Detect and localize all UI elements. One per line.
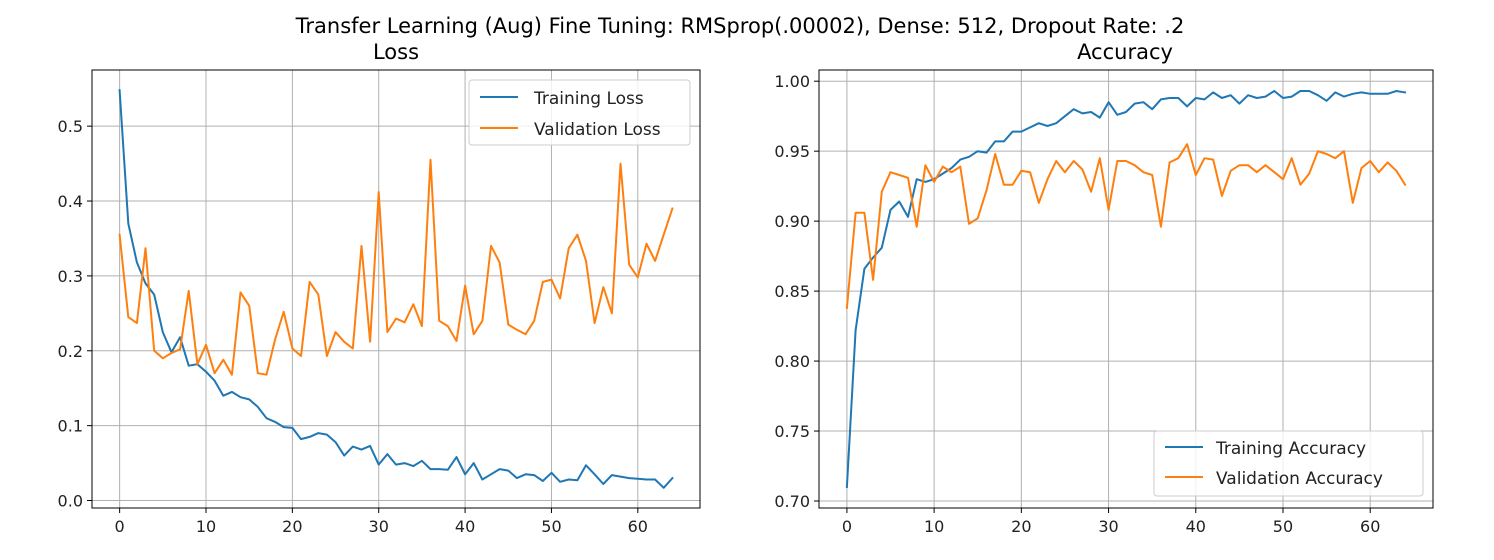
accuracy-axes-frame [818, 69, 1434, 509]
loss-y-tick-label: 0.0 [58, 492, 83, 511]
accuracy-series [845, 90, 1407, 489]
accuracy-x-tick-label: 30 [1098, 517, 1118, 536]
loss-x-tick-label: 20 [282, 517, 302, 536]
loss-x-tick-label: 60 [628, 517, 648, 536]
accuracy-chart-title: Accuracy [1077, 40, 1173, 64]
accuracy-legend-box [1153, 430, 1424, 497]
accuracy-x-tick-label: 50 [1273, 517, 1293, 536]
loss-series-training-line [118, 89, 674, 489]
loss-y-tick-label: 0.2 [58, 342, 83, 361]
accuracy-legend: Training Accuracy Validation Accuracy [1153, 430, 1424, 497]
accuracy-y-tick-label: 1.00 [774, 72, 810, 91]
accuracy-x-tick-label: 40 [1186, 517, 1206, 536]
loss-axes-frame [91, 69, 701, 509]
accuracy-chart: Accuracy 0 10 20 30 40 50 60 0.70 0.75 0.80 0.85 0.… [774, 40, 1434, 536]
accuracy-y-tick-label: 0.75 [774, 422, 810, 441]
accuracy-x-tick-label: 0 [842, 517, 852, 536]
loss-x-tick-label: 0 [115, 517, 125, 536]
accuracy-series-validation-line [845, 143, 1407, 309]
loss-y-tick-label: 0.4 [58, 192, 83, 211]
accuracy-y-tick-label: 0.80 [774, 352, 810, 371]
loss-x-tick-label: 50 [541, 517, 561, 536]
loss-y-tick-label: 0.3 [58, 267, 83, 286]
loss-y-tick-label: 0.5 [58, 117, 83, 136]
loss-x-tick-label: 40 [455, 517, 475, 536]
accuracy-y-tick-label: 0.95 [774, 142, 810, 161]
loss-ticks: 0 10 20 30 40 50 60 0.0 0.1 0.2 0.3 0.4 0.5 [58, 117, 648, 536]
accuracy-x-tick-label: 20 [1011, 517, 1031, 536]
accuracy-x-tick-label: 10 [924, 517, 944, 536]
accuracy-y-tick-label: 0.70 [774, 492, 810, 511]
accuracy-series-training-line [845, 90, 1407, 489]
accuracy-x-tick-label: 60 [1360, 517, 1380, 536]
loss-legend: Training Loss Validation Loss [468, 79, 691, 146]
loss-legend-label-training: Training Loss [533, 89, 644, 109]
loss-chart: Loss 0 10 20 30 40 50 60 0.0 0.1 0.2 0.3 0.4 0.5 Tra… [58, 40, 701, 536]
loss-chart-title: Loss [373, 40, 419, 64]
loss-series-validation-line [118, 158, 674, 376]
loss-x-tick-label: 30 [369, 517, 389, 536]
accuracy-grid [819, 70, 1433, 508]
accuracy-legend-label-training: Training Accuracy [1215, 439, 1366, 459]
loss-legend-label-validation: Validation Loss [534, 120, 661, 140]
loss-y-tick-label: 0.1 [58, 417, 83, 436]
accuracy-legend-label-validation: Validation Accuracy [1216, 469, 1383, 489]
loss-legend-box [468, 79, 691, 146]
accuracy-y-tick-label: 0.85 [774, 282, 810, 301]
accuracy-ticks: 0 10 20 30 40 50 60 0.70 0.75 0.80 0.85 0.90 0.95 1.0… [774, 72, 1380, 536]
loss-x-tick-label: 10 [196, 517, 216, 536]
figure-suptitle: Transfer Learning (Aug) Fine Tuning: RMS… [295, 14, 1185, 38]
loss-series [118, 89, 674, 489]
accuracy-y-tick-label: 0.90 [774, 212, 810, 231]
